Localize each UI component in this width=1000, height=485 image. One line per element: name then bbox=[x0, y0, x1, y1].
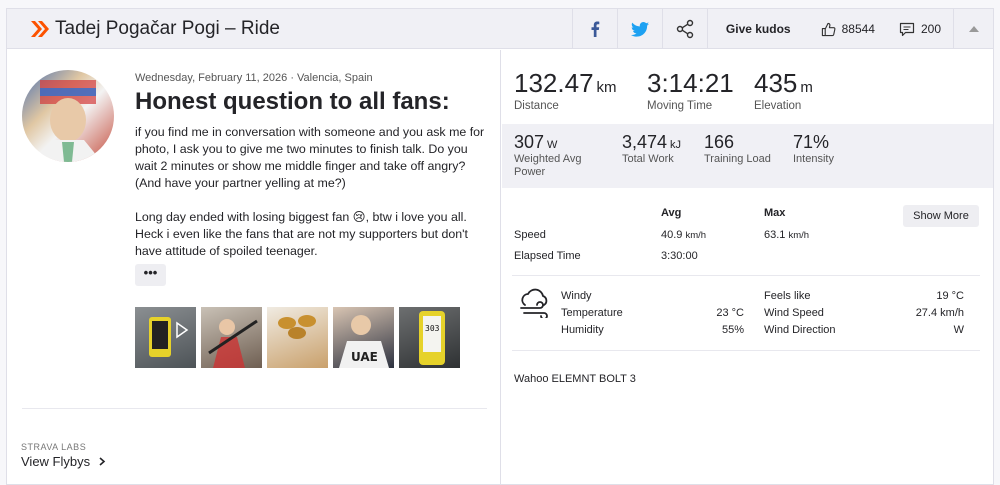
photo-thumbnail[interactable]: 303 bbox=[399, 307, 460, 368]
stat-elevation: 435 m Elevation bbox=[754, 68, 813, 112]
wind-direction-label: Wind Direction bbox=[764, 324, 836, 336]
moving-time-value: 3:14:21 bbox=[647, 68, 734, 98]
comments-button[interactable]: 200 bbox=[887, 22, 953, 37]
wind-speed-value: 27.4 km/h bbox=[915, 307, 964, 319]
moving-time-label: Moving Time bbox=[647, 100, 713, 112]
strava-chevron-icon bbox=[29, 19, 49, 39]
stat-weighted-power: 307 W Weighted Avg Power bbox=[514, 132, 604, 179]
comment-count: 200 bbox=[920, 22, 941, 36]
photo-thumbnail[interactable] bbox=[201, 307, 262, 368]
comment-icon bbox=[899, 22, 915, 36]
view-flybys-label: View Flybys bbox=[21, 454, 91, 469]
max-column-header: Max bbox=[764, 207, 786, 219]
activity-card: Tadej Pogačar Pogi – Ride Give kudos 885… bbox=[6, 8, 994, 485]
kudos-count: 88544 bbox=[841, 22, 875, 36]
distance-label: Distance bbox=[514, 100, 559, 112]
svg-text:303: 303 bbox=[425, 324, 440, 333]
distance-value: 132.47 bbox=[514, 68, 594, 98]
twitter-share-button[interactable] bbox=[616, 9, 662, 49]
feels-like-value: 19 °C bbox=[936, 290, 964, 302]
intensity-value: 71% bbox=[793, 132, 830, 152]
secondary-stats: 307 W Weighted Avg Power 3,474 kJ Total Wo… bbox=[502, 124, 993, 188]
post-paragraph: if you find me in conversation with some… bbox=[135, 125, 485, 190]
primary-stats: 132.47 km Distance 3:14:21 Moving Time 43… bbox=[502, 50, 993, 124]
section-divider bbox=[512, 350, 980, 351]
elevation-label: Elevation bbox=[754, 100, 802, 112]
activity-description-panel: Wednesday, February 11, 2026 · Valencia,… bbox=[7, 50, 501, 485]
section-divider bbox=[22, 408, 487, 409]
strava-labs-label: STRAVA LABS bbox=[21, 442, 87, 452]
total-work-value: 3,474 bbox=[622, 132, 668, 152]
weather-condition: Windy bbox=[561, 290, 592, 302]
speed-label: Speed bbox=[514, 229, 546, 241]
feels-like-label: Feels like bbox=[764, 290, 811, 302]
weighted-power-unit: W bbox=[547, 139, 558, 151]
stat-total-work: 3,474 kJ Total Work bbox=[622, 132, 681, 166]
twitter-icon bbox=[630, 21, 649, 37]
collapse-button[interactable] bbox=[953, 9, 993, 49]
speed-avg-unit: km/h bbox=[685, 230, 707, 241]
speed-max-value: 63.1 bbox=[764, 229, 786, 241]
kudos-count-button[interactable]: 88544 bbox=[809, 22, 887, 37]
stat-moving-time: 3:14:21 Moving Time bbox=[647, 68, 734, 112]
speed-avg-value: 40.9 bbox=[661, 229, 683, 241]
facebook-share-button[interactable] bbox=[571, 9, 617, 49]
activity-title: Tadej Pogačar Pogi – Ride bbox=[55, 17, 280, 39]
training-load-value: 166 bbox=[704, 132, 735, 152]
speed-max: 63.1 km/h bbox=[764, 229, 809, 241]
total-work-label: Total Work bbox=[622, 153, 674, 165]
section-divider bbox=[512, 275, 980, 276]
view-flybys-link[interactable]: View Flybys bbox=[21, 454, 106, 469]
speed-max-unit: km/h bbox=[788, 230, 810, 241]
speed-avg: 40.9 km/h bbox=[661, 229, 706, 241]
share-icon bbox=[676, 19, 694, 39]
stat-distance: 132.47 km Distance bbox=[514, 68, 617, 112]
weather-windy-icon bbox=[518, 288, 552, 323]
give-kudos-button[interactable]: Give kudos bbox=[706, 9, 809, 49]
wind-direction-value: W bbox=[953, 324, 964, 336]
svg-text:UAE: UAE bbox=[351, 350, 378, 364]
photo-thumbnail[interactable]: UAE bbox=[333, 307, 394, 368]
photo-thumbnail[interactable] bbox=[267, 307, 328, 368]
photo-thumbnail[interactable] bbox=[135, 307, 196, 368]
weighted-power-label: Weighted Avg Power bbox=[514, 153, 582, 178]
weighted-power-value: 307 bbox=[514, 132, 545, 152]
share-button[interactable] bbox=[661, 9, 707, 49]
humidity-value: 55% bbox=[721, 324, 744, 336]
intensity-label: Intensity bbox=[793, 153, 834, 165]
recording-device: Wahoo ELEMNT BOLT 3 bbox=[514, 373, 636, 385]
wind-speed-label: Wind Speed bbox=[764, 307, 824, 319]
activity-date-location: Wednesday, February 11, 2026 · Valencia,… bbox=[135, 72, 373, 84]
temperature-value: 23 °C bbox=[716, 307, 744, 319]
activity-post-body: if you find me in conversation with some… bbox=[135, 124, 485, 277]
show-more-button[interactable]: Show More bbox=[903, 205, 979, 227]
elevation-value: 435 bbox=[754, 68, 798, 98]
athlete-avatar[interactable] bbox=[22, 70, 114, 162]
photo-strip: UAE 303 bbox=[135, 307, 460, 368]
activity-post-title: Honest question to all fans: bbox=[135, 88, 450, 115]
post-paragraph: Long day ended with losing biggest fan 😢… bbox=[135, 210, 468, 258]
elapsed-time-value: 3:30:00 bbox=[661, 250, 698, 262]
facebook-icon bbox=[591, 21, 600, 37]
elevation-unit: m bbox=[800, 79, 813, 96]
avg-column-header: Avg bbox=[661, 207, 682, 219]
humidity-label: Humidity bbox=[561, 324, 604, 336]
distance-unit: km bbox=[596, 79, 617, 96]
training-load-label: Training Load bbox=[704, 153, 771, 165]
thumbs-up-icon bbox=[821, 22, 836, 36]
more-options-button[interactable]: ••• bbox=[135, 264, 166, 286]
stat-intensity: 71% Intensity bbox=[793, 132, 834, 166]
temperature-label: Temperature bbox=[561, 307, 623, 319]
elapsed-time-label: Elapsed Time bbox=[514, 250, 581, 262]
total-work-unit: kJ bbox=[670, 139, 682, 151]
activity-stats-panel: 132.47 km Distance 3:14:21 Moving Time 43… bbox=[502, 50, 993, 485]
chevron-right-icon bbox=[99, 457, 105, 466]
stat-training-load: 166 Training Load bbox=[704, 132, 771, 166]
caret-up-icon bbox=[968, 26, 979, 32]
activity-header: Tadej Pogačar Pogi – Ride Give kudos 885… bbox=[7, 9, 993, 49]
